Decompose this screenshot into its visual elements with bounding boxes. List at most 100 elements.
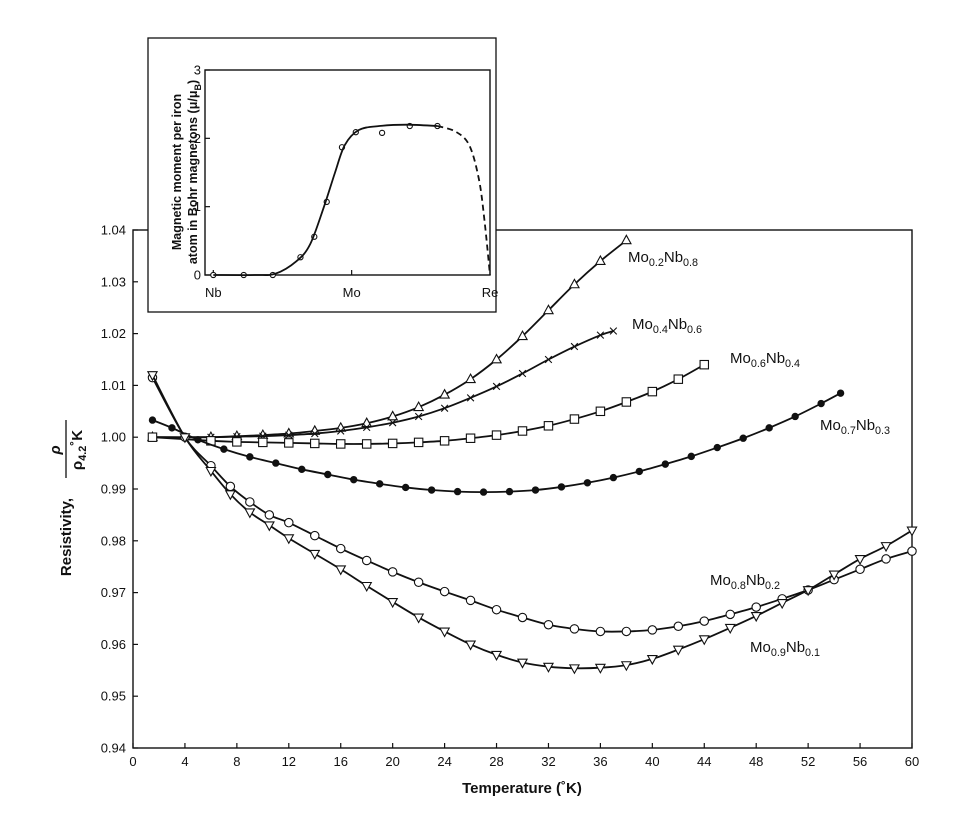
marker — [596, 331, 605, 339]
y-tick-label: 1.00 — [101, 430, 126, 445]
marker — [594, 254, 606, 265]
marker — [453, 487, 462, 496]
marker — [855, 564, 865, 575]
marker — [491, 604, 502, 615]
marker — [492, 382, 501, 391]
marker — [413, 437, 424, 448]
marker — [647, 386, 658, 397]
marker — [361, 439, 372, 449]
marker — [516, 658, 529, 669]
marker — [647, 625, 658, 635]
marker — [147, 432, 158, 442]
y-tick-label: 0.98 — [101, 533, 126, 548]
x-axis-label: Temperature (˚K) — [462, 780, 582, 797]
marker — [361, 581, 373, 593]
x-tick-label: 16 — [333, 754, 347, 769]
series-line — [152, 363, 705, 445]
marker — [284, 517, 294, 528]
marker — [490, 353, 503, 364]
marker — [413, 613, 425, 624]
marker — [387, 567, 398, 577]
marker — [620, 234, 632, 245]
marker — [609, 327, 618, 335]
x-tick-label: 36 — [593, 754, 607, 769]
marker — [263, 521, 275, 532]
marker — [350, 475, 358, 484]
marker — [245, 497, 255, 507]
marker — [258, 437, 268, 448]
series-label: Mo0.7Nb0.3 — [820, 417, 890, 437]
marker — [378, 129, 386, 137]
x-tick-label: 8 — [233, 754, 240, 769]
x-tick-label: 0 — [129, 754, 136, 769]
x-tick-label: 60 — [905, 754, 919, 769]
marker — [673, 621, 684, 632]
marker — [465, 640, 477, 651]
marker — [264, 510, 275, 520]
marker — [310, 438, 320, 449]
marker — [765, 424, 773, 432]
marker — [272, 459, 280, 467]
marker — [413, 577, 424, 587]
marker — [466, 394, 475, 402]
marker — [439, 436, 450, 446]
y-tick-label: 0.96 — [101, 637, 126, 652]
marker — [621, 397, 632, 407]
marker — [375, 480, 384, 488]
x-tick-label: 44 — [697, 754, 711, 769]
y-axis-numerator: ρ — [47, 445, 64, 455]
marker — [309, 549, 321, 560]
marker — [583, 479, 592, 487]
marker — [465, 373, 477, 384]
marker — [687, 452, 695, 461]
marker — [531, 486, 540, 494]
marker — [336, 427, 345, 435]
y-axis-denominator: ρ4.2˚K — [69, 430, 89, 470]
marker — [517, 426, 528, 436]
plot-frame — [204, 69, 491, 276]
marker — [595, 406, 606, 417]
marker — [220, 445, 228, 453]
y-tick-label: 3 — [194, 63, 201, 78]
y-tick-label: 0.94 — [101, 741, 126, 756]
marker — [205, 466, 217, 478]
marker — [854, 555, 866, 566]
marker — [335, 565, 347, 576]
marker — [568, 664, 580, 675]
marker — [791, 412, 799, 421]
marker — [244, 508, 256, 519]
marker — [880, 542, 892, 553]
marker — [881, 554, 891, 564]
marker — [401, 483, 410, 492]
marker — [179, 433, 191, 444]
marker — [505, 487, 514, 496]
marker — [621, 626, 632, 637]
marker — [479, 488, 488, 496]
marker — [387, 410, 399, 421]
marker — [387, 598, 399, 609]
y-axis-label: Resistivity, ρ ρ4.2˚K — [47, 420, 89, 576]
marker — [298, 465, 306, 474]
y-axis-label-text: Resistivity, — [58, 498, 75, 576]
marker — [542, 662, 555, 673]
marker — [620, 661, 632, 672]
marker — [907, 546, 917, 556]
y-tick-label: 0.97 — [101, 585, 126, 600]
marker — [465, 595, 476, 606]
series-label: Mo0.4Nb0.6 — [632, 316, 702, 336]
main-chart: 0.94 0.95 0.96 0.97 0.98 0.99 1.00 1.01 1.02 1.03… — [101, 223, 920, 770]
marker — [557, 483, 566, 491]
x-tick-label: 12 — [282, 754, 296, 769]
marker — [570, 342, 579, 351]
marker — [516, 330, 529, 341]
marker — [361, 555, 372, 566]
x-tick-label: 4 — [181, 754, 188, 769]
marker — [568, 278, 580, 289]
marker — [440, 404, 449, 412]
marker — [673, 374, 684, 384]
series-label: Mo0.9Nb0.1 — [750, 639, 820, 659]
x-tick-label: 48 — [749, 754, 763, 769]
marker — [283, 534, 295, 545]
marker — [518, 369, 527, 378]
